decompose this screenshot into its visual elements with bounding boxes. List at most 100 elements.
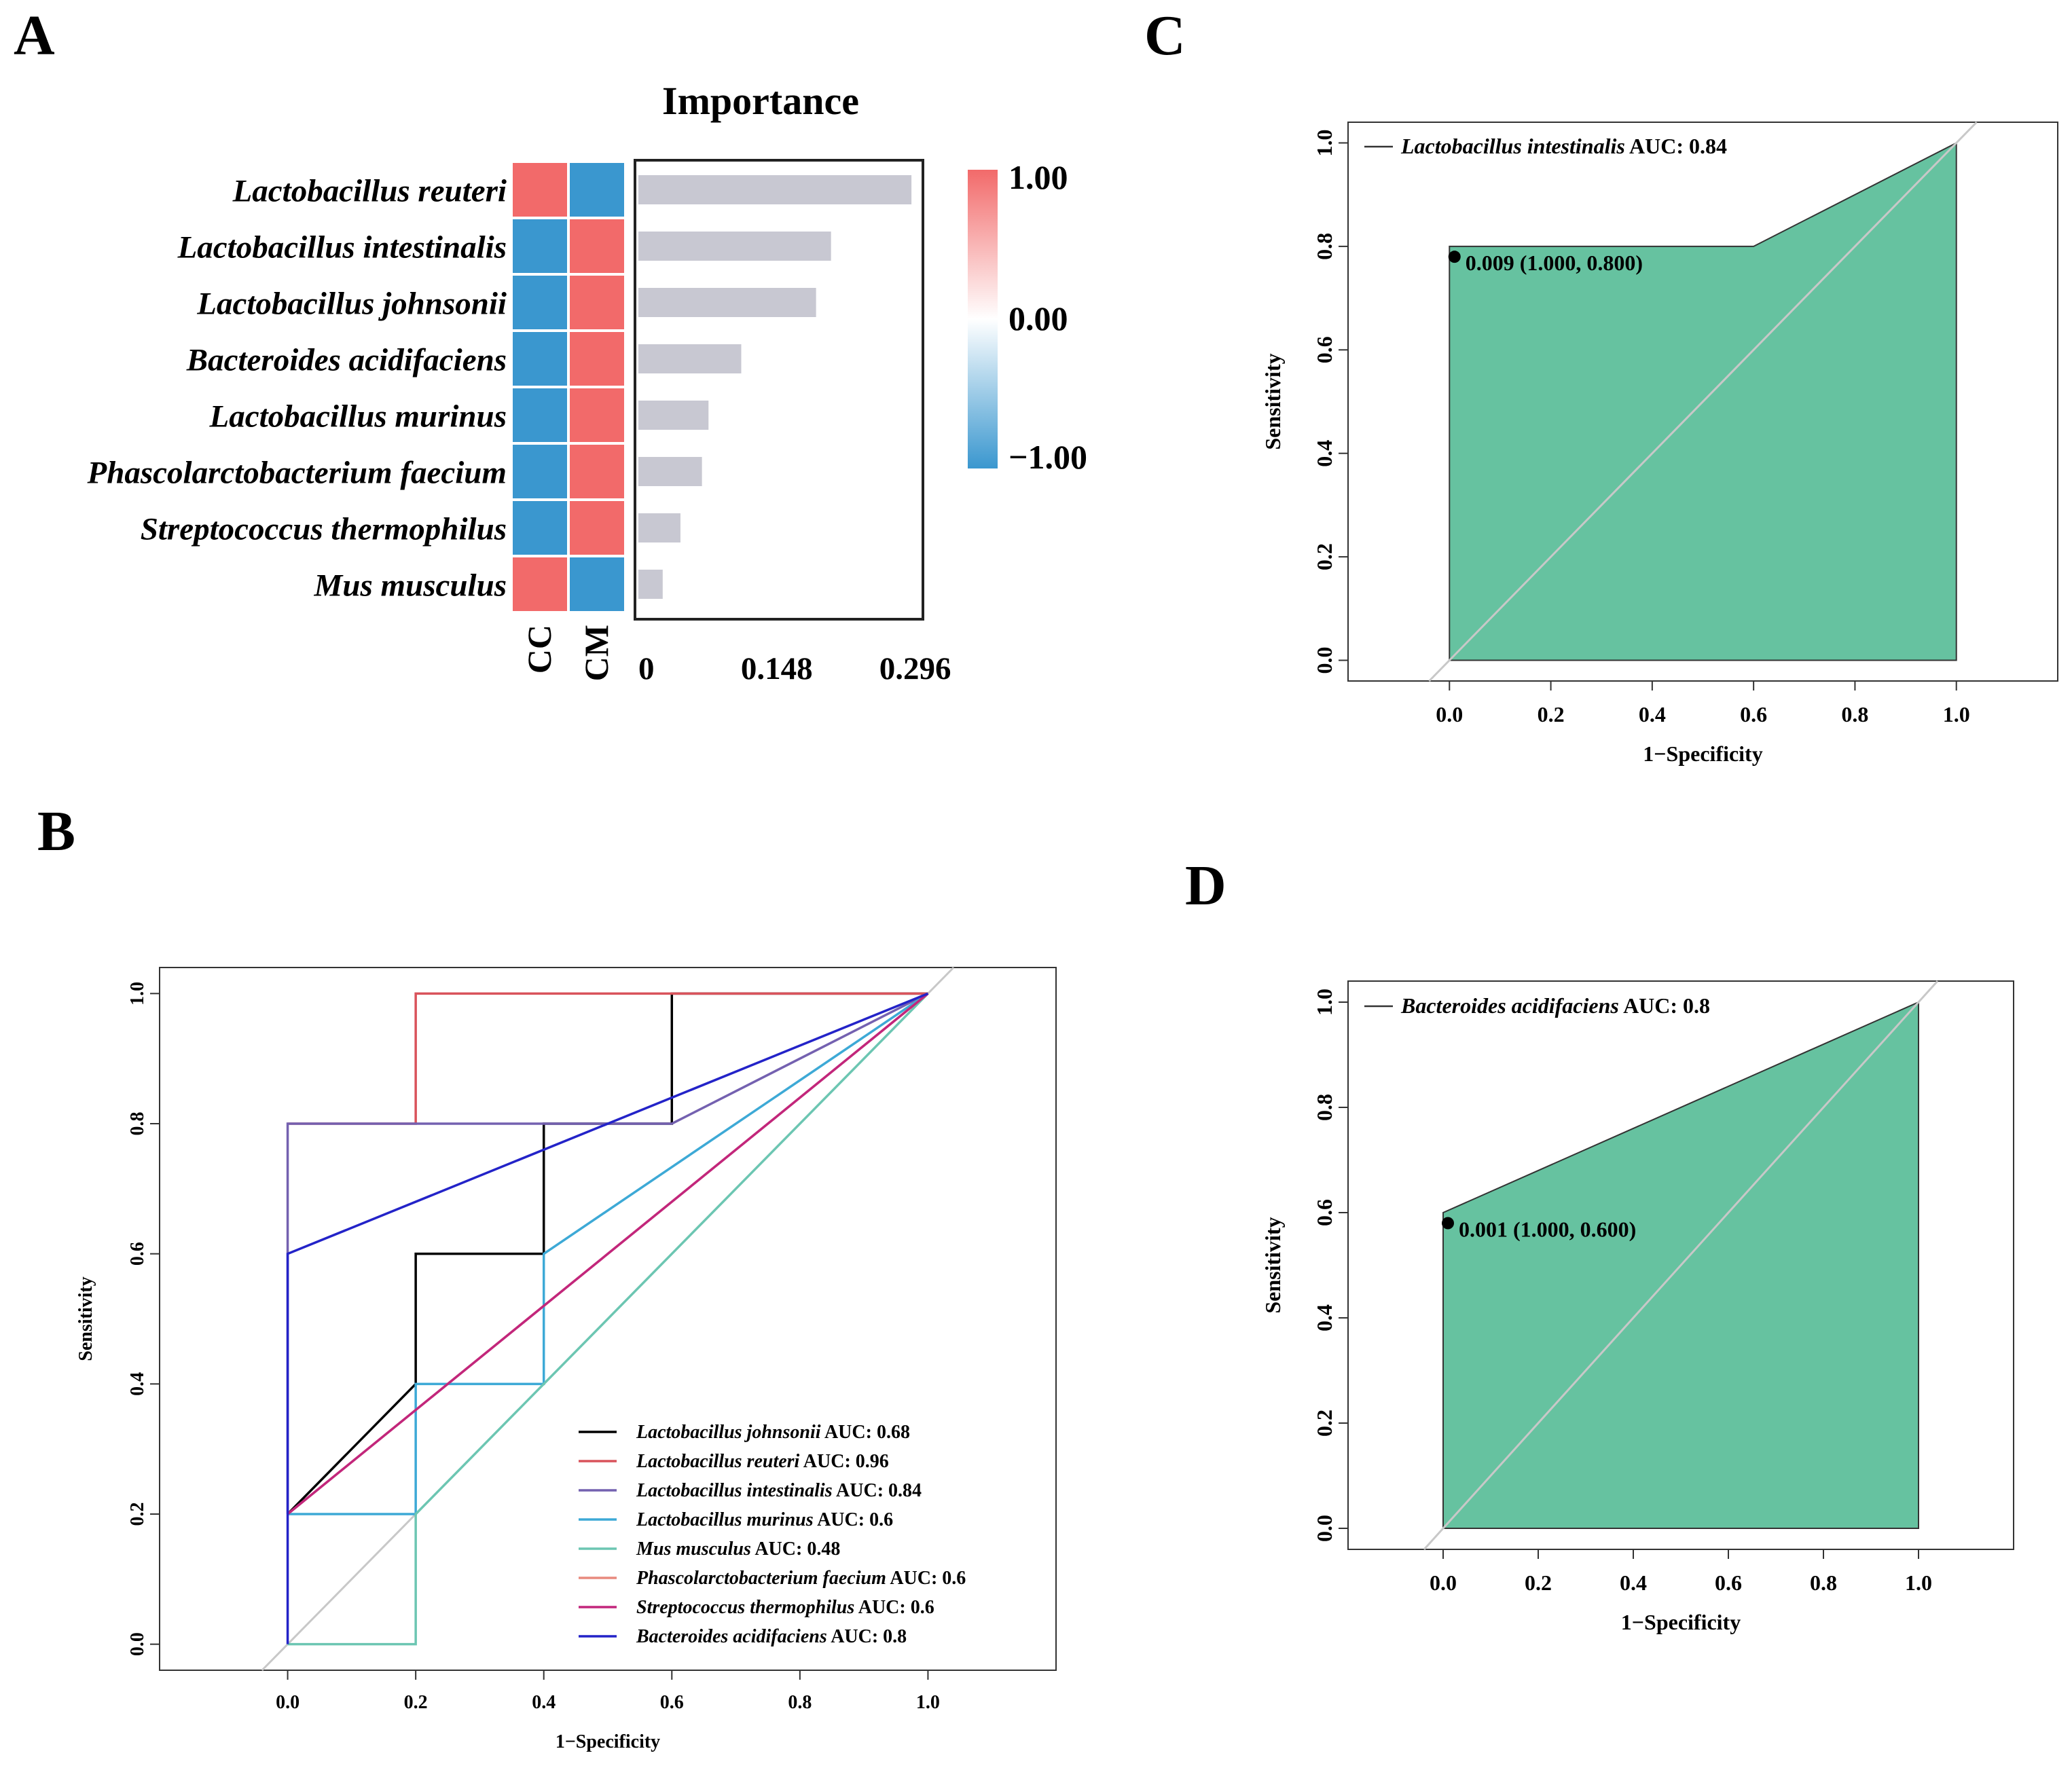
x-tick-label: 0.2 (404, 1692, 428, 1713)
heatmap-cell (568, 218, 625, 274)
y-tick-label: 0.2 (127, 1503, 148, 1526)
x-tick-label: 0.6 (1715, 1570, 1742, 1595)
panel-label-d: D (1185, 854, 1226, 917)
legend-entry: Streptococcus thermophilus AUC: 0.6 (636, 1597, 934, 1618)
legend-entry: Phascolarctobacterium faecium AUC: 0.6 (636, 1568, 966, 1589)
importance-bar (638, 457, 702, 486)
panel-label-a: A (14, 4, 55, 67)
diagonal-reference-line (1428, 121, 1978, 682)
threshold-label: 0.001 (1.000, 0.600) (1459, 1217, 1636, 1242)
importance-bar (638, 401, 709, 430)
y-tick-label: 0.8 (1312, 233, 1337, 260)
legend-entry: Lactobacillus intestinalis AUC: 0.84 (636, 1480, 922, 1501)
heatmap-cell (511, 387, 568, 443)
heatmap-cell (568, 443, 625, 500)
y-tick-label: 0.8 (127, 1112, 148, 1136)
bar-frame (634, 159, 924, 621)
legend-series-name: Lactobacillus murinus (636, 1509, 814, 1530)
panel-b-roc-chart: 0.0 0.2 0.4 0.6 0.8 1.0 0.0 0.2 0.4 0.6 0.8 1.0 1−Sp… (75, 966, 1057, 1752)
y-tick-label: 0.2 (1312, 1410, 1337, 1437)
x-axis-label: 1−Specificity (556, 1731, 660, 1752)
x-tick-label: 0.0 (276, 1692, 299, 1713)
x-tick-label: 0.0 (1436, 702, 1463, 726)
colorbar-tick-label: 1.00 (1008, 158, 1068, 196)
x-tick-label: 0.4 (1620, 1570, 1647, 1595)
heatmap-cell (511, 500, 568, 556)
threshold-point (1442, 1217, 1454, 1230)
legend-series-name: Lactobacillus johnsonii (636, 1422, 821, 1443)
threshold-point (1448, 251, 1461, 263)
legend-entry: Bacteroides acidifaciens AUC: 0.8 (1400, 993, 1710, 1018)
y-tick-label: 0.0 (1312, 647, 1337, 674)
plot-frame (1347, 122, 2058, 682)
legend-series-name: Mus musculus (636, 1539, 751, 1560)
x-tick-label: 0.8 (788, 1692, 812, 1713)
colorbar (968, 170, 998, 468)
x-tick-label: 0.8 (1810, 1570, 1837, 1595)
legend-series-name: Lactobacillus intestinalis (1400, 134, 1625, 158)
heatmap-cell (511, 162, 568, 218)
legend-auc-value: AUC: 0.6 (854, 1597, 934, 1618)
y-tick-label: 0.6 (1312, 1199, 1337, 1226)
importance-bar (638, 513, 680, 542)
legend-series-name: Streptococcus thermophilus (636, 1597, 854, 1618)
x-tick-label: 0.2 (1525, 1570, 1552, 1595)
plot-frame (1347, 980, 2014, 1550)
y-tick-label: 0.4 (127, 1372, 148, 1396)
x-axis-label: 1−Specificity (1621, 1610, 1741, 1634)
importance-bar (638, 232, 831, 261)
roc-series-line (287, 992, 929, 1515)
heatmap-cell (568, 274, 625, 331)
y-tick-label: 0.6 (127, 1242, 148, 1266)
category-label: Phascolarctobacterium faecium (87, 456, 507, 491)
legend-auc-value: AUC: 0.8 (1619, 993, 1710, 1018)
panel-a-title: Importance (662, 79, 859, 123)
x-tick-label: 0.2 (1538, 702, 1565, 726)
panel-label-c: C (1144, 4, 1186, 67)
heatmap-cell (511, 556, 568, 612)
x-tick-label: 0.296 (879, 651, 951, 686)
y-tick-label: 0.8 (1312, 1094, 1337, 1121)
legend-series-name: Phascolarctobacterium faecium (636, 1568, 886, 1589)
legend-entry: Lactobacillus murinus AUC: 0.6 (636, 1509, 893, 1530)
importance-bar (638, 175, 912, 204)
legend-entry: Lactobacillus reuteri AUC: 0.96 (636, 1451, 889, 1472)
heatmap-cell (568, 500, 625, 556)
legend-auc-value: AUC: 0.6 (814, 1509, 893, 1530)
colorbar-tick-label: −1.00 (1008, 438, 1087, 476)
roc-series-line (287, 992, 928, 1515)
x-tick-label: 1.0 (916, 1692, 940, 1713)
importance-bar (638, 288, 816, 317)
importance-bar (638, 570, 663, 599)
x-tick-label: 0.4 (532, 1692, 556, 1713)
legend-entry: Lactobacillus intestinalis AUC: 0.84 (1400, 134, 1727, 158)
legend-entry: Lactobacillus johnsonii AUC: 0.68 (636, 1422, 910, 1443)
colorbar-tick-label: 0.00 (1008, 299, 1068, 337)
category-label: Mus musculus (314, 568, 507, 604)
y-tick-label: 1.0 (1312, 989, 1337, 1016)
legend-auc-value: AUC: 0.8 (827, 1626, 907, 1647)
x-tick-label: 1.0 (1943, 702, 1970, 726)
y-axis-label: Sensitivity (1260, 1217, 1285, 1313)
threshold-label: 0.009 (1.000, 0.800) (1466, 251, 1643, 275)
category-label: Bacteroides acidifaciens (186, 343, 507, 378)
y-axis-label: Sensitivity (1260, 353, 1285, 449)
y-tick-label: 1.0 (127, 982, 148, 1006)
x-axis-label: 1−Specificity (1643, 741, 1762, 766)
legend-entry: Bacteroides acidifaciens AUC: 0.8 (636, 1626, 907, 1647)
x-tick-label: 0 (638, 651, 655, 686)
y-axis-label: Sensitivity (75, 1276, 96, 1361)
heatmap-cell (511, 443, 568, 500)
legend-auc-value: AUC: 0.84 (1625, 134, 1727, 158)
heatmap-column-label: CC (520, 625, 558, 674)
roc-series-line (287, 993, 929, 1646)
panel-c-roc-chart: 0.0 0.2 0.4 0.6 0.8 1.0 0.0 0.2 0.4 0.6 0.8 1.0 1−Sp… (1260, 121, 2058, 766)
diagonal-reference-line (1423, 980, 1939, 1551)
heatmap-cell (568, 556, 625, 612)
x-tick-label: 0.4 (1639, 702, 1666, 726)
x-tick-label: 0.8 (1841, 702, 1868, 726)
y-tick-label: 0.0 (127, 1632, 148, 1656)
x-tick-label: 0.0 (1430, 1570, 1457, 1595)
x-tick-label: 1.0 (1905, 1570, 1932, 1595)
